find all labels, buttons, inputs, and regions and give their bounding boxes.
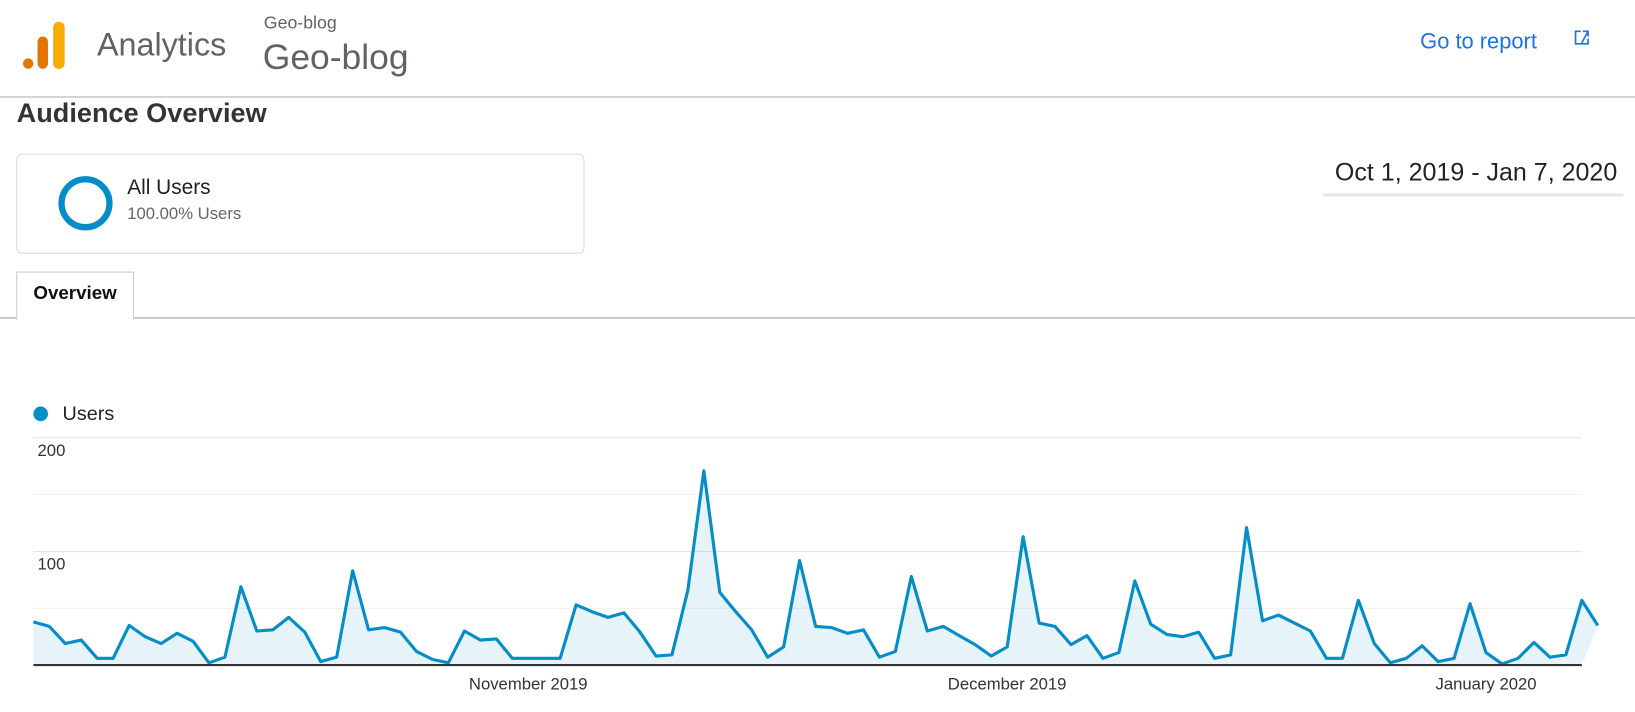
tab-gap: [17, 314, 133, 322]
property-small: Geo-blog: [264, 13, 337, 33]
section-title: Audience Overview: [17, 97, 268, 128]
logo-bar: [37, 36, 48, 69]
y-tick-label: 100: [38, 554, 66, 573]
date-range[interactable]: Oct 1, 2019 - Jan 7, 2020: [1335, 159, 1617, 187]
y-tick-label: 200: [38, 441, 66, 460]
legend-label: Users: [63, 403, 115, 425]
logo-dot: [22, 58, 34, 69]
property-large: Geo-blog: [263, 37, 409, 77]
legend-swatch: [33, 406, 48, 422]
logo-bar: [53, 21, 65, 69]
logo: [22, 21, 65, 69]
tab[interactable]: [16, 271, 134, 320]
icon-box: [1574, 30, 1589, 45]
app-name: Analytics: [97, 26, 226, 62]
segment-ring: [58, 176, 113, 231]
x-tick-label: November 2019: [469, 674, 588, 693]
icon-arrow: [1581, 30, 1589, 44]
go-to-report-link[interactable]: Go to report: [1420, 29, 1537, 54]
x-tick-label: December 2019: [948, 674, 1067, 693]
x-tick-label: January 2020: [1436, 674, 1537, 693]
tab-label: Overview: [33, 282, 117, 303]
line: [32, 469, 1600, 666]
external-icon: [1574, 30, 1589, 45]
segment-card[interactable]: [16, 153, 585, 254]
segment-name: All Users: [127, 176, 210, 199]
segment-detail: 100.00% Users: [127, 204, 241, 223]
